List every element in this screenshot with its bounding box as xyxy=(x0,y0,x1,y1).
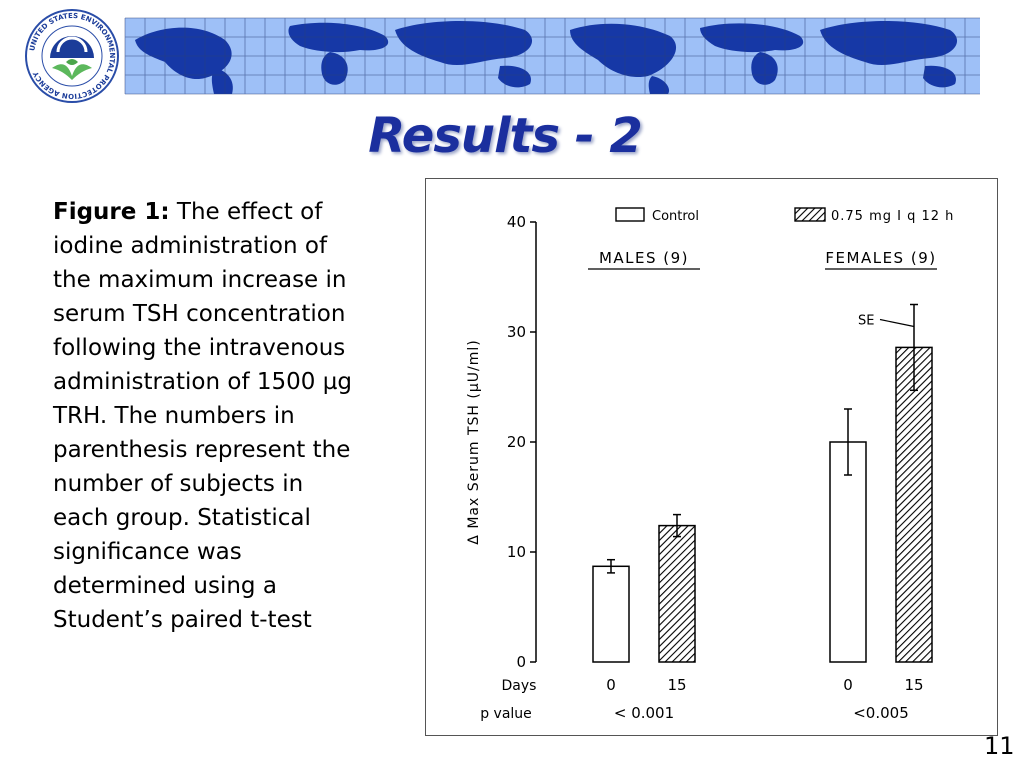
caption-text: The effect of iodine administration of t… xyxy=(53,199,352,633)
legend-treated-swatch xyxy=(794,207,826,222)
se-annotation: SE xyxy=(858,314,874,329)
slide-title: Results - 2 xyxy=(368,108,643,164)
slide-banner xyxy=(124,17,980,95)
bar xyxy=(829,441,867,663)
group-label: MALES (9) xyxy=(599,249,689,267)
p-value-label: <0.005 xyxy=(853,704,909,722)
caption-label: Figure 1: xyxy=(53,199,170,225)
day-label: 15 xyxy=(904,676,923,694)
slide-number: 11 xyxy=(984,732,1015,760)
p-value-label: < 0.001 xyxy=(614,704,674,722)
legend-treated-label: 0.75 mg I q 12 h xyxy=(831,209,954,224)
bar xyxy=(895,346,933,663)
y-tick-label: 20 xyxy=(507,433,526,451)
p-value-row-label: p value xyxy=(480,706,532,722)
map-grid-lines xyxy=(124,17,980,95)
y-tick-label: 40 xyxy=(507,213,526,231)
day-label: 15 xyxy=(667,676,686,694)
day-label: 0 xyxy=(843,676,853,694)
y-axis-label: Δ Max Serum TSH (µU/ml) xyxy=(466,339,482,544)
bar xyxy=(592,565,630,663)
day-label: 0 xyxy=(606,676,616,694)
legend-control-swatch xyxy=(615,207,645,222)
legend-control-label: Control xyxy=(652,209,699,224)
y-tick-label: 10 xyxy=(507,543,526,561)
chart-frame: 0 10 20 30 40 Δ Max Serum TSH (µU/ml) Control 0… xyxy=(425,178,998,736)
bar xyxy=(658,524,696,663)
tsh-bar-chart: 0 10 20 30 40 Δ Max Serum TSH (µU/ml) Control 0… xyxy=(466,207,954,722)
days-row-label: Days xyxy=(502,678,537,694)
group-label: FEMALES (9) xyxy=(825,249,936,267)
se-annotation-line xyxy=(879,318,915,328)
figure-caption: Figure 1: The effect of iodine administr… xyxy=(53,195,363,637)
epa-logo: UNITED STATES ENVIRONMENTAL PROTECTION A… xyxy=(25,9,119,103)
y-tick-label: 30 xyxy=(507,323,526,341)
y-tick-label: 0 xyxy=(516,653,526,671)
